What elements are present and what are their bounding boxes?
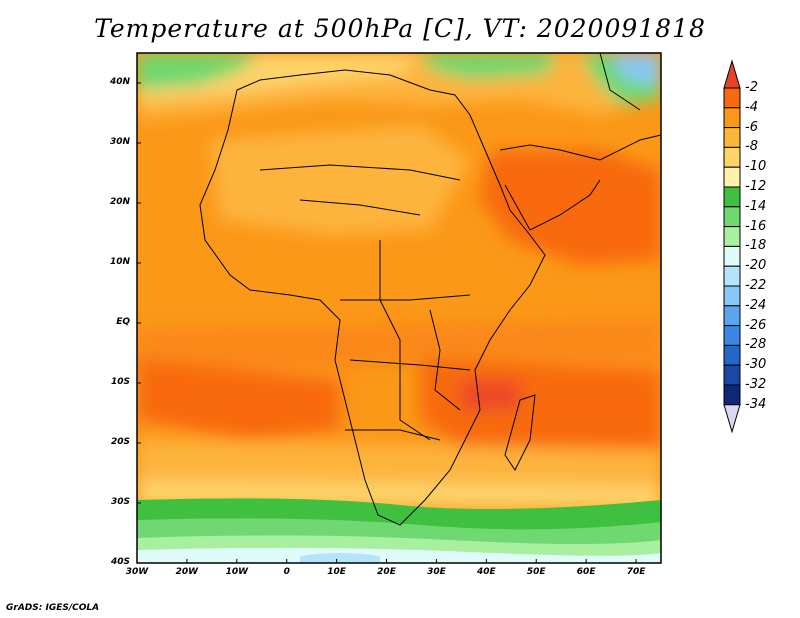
border-1 (259, 164, 461, 181)
arabia-north (499, 134, 661, 161)
lon-label: 60E (576, 567, 596, 577)
border-3 (379, 240, 431, 441)
map-title: Temperature at 500hPa [C], VT: 202009181… (94, 14, 706, 43)
colorbar-swatch (723, 107, 741, 129)
colorbar-bottom-arrow (723, 404, 741, 434)
colorbar-swatch (723, 87, 741, 109)
colorbar-level-label: -16 (745, 218, 767, 234)
colorbar-level-label: -6 (745, 119, 758, 135)
lat-label: 40N (109, 77, 130, 87)
colorbar-swatch (723, 127, 741, 148)
lon-label: 30E (427, 567, 446, 577)
temperature-field (137, 53, 661, 563)
border-7 (429, 309, 461, 411)
arabia-coast (504, 179, 601, 231)
field-satl-warm (137, 360, 340, 440)
africa-coast (199, 69, 546, 526)
colorbar-swatch (723, 265, 741, 287)
lon-label: 70E (626, 567, 646, 577)
colorbar-level-label: -22 (745, 278, 767, 293)
field-tropics (137, 320, 661, 370)
lat-label: 30N (109, 137, 130, 147)
colorbar-swatch (723, 285, 741, 307)
lon-label: 10E (327, 567, 346, 577)
field-nw-green (137, 53, 260, 90)
colorbar-level-label: -2 (745, 80, 758, 95)
lat-label: 10N (109, 257, 130, 267)
lon-label: 30W (125, 567, 149, 577)
lat-label: 20N (109, 197, 130, 207)
lon-label: 50E (526, 567, 546, 577)
colorbar-level-label: -4 (745, 99, 758, 115)
lat-label: EQ (116, 317, 130, 327)
border-5 (349, 359, 471, 371)
lat-label: 40S (110, 557, 130, 567)
colorbar-swatch (723, 226, 741, 247)
colorbar-level-label: -8 (745, 139, 758, 155)
coastlines (199, 53, 661, 526)
field-sahara (210, 125, 470, 235)
colorbar-swatch (723, 325, 741, 346)
colorbar (723, 59, 741, 434)
field-south-cyan (137, 547, 661, 563)
lat-label: 20S (110, 437, 130, 447)
lon-label: 0 (283, 567, 290, 577)
colorbar-level-label: -18 (745, 238, 767, 254)
field-ne-blue (610, 53, 660, 85)
border-2 (299, 199, 421, 216)
axis-ticks (136, 82, 637, 564)
colorbar-level-label: -32 (745, 377, 767, 392)
lon-label: 20E (377, 567, 396, 577)
lat-label: 30S (110, 497, 130, 507)
colorbar-level-label: -14 (745, 198, 767, 214)
lon-label: 10W (225, 567, 249, 577)
map-frame (136, 52, 662, 564)
colorbar-swatch (723, 384, 741, 406)
lon-label: 20W (175, 567, 199, 577)
colorbar-level-label: -10 (745, 159, 767, 175)
field-south-blue (300, 553, 380, 563)
madagascar (504, 394, 536, 471)
field-warm-core (460, 380, 520, 410)
lon-label: 40E (476, 567, 496, 577)
colorbar-top-arrow (723, 59, 741, 89)
colorbar-level-label: -26 (745, 317, 767, 333)
colorbar-swatch (723, 206, 741, 228)
colorbar-swatch (723, 186, 741, 208)
field-med-green (420, 53, 560, 80)
colorbar-level-label: -34 (745, 396, 767, 412)
colorbar-swatch (723, 305, 741, 327)
colorbar-level-label: -12 (745, 179, 767, 194)
colorbar-level-label: -30 (745, 357, 767, 373)
colorbar-level-label: -20 (745, 258, 767, 274)
colorbar-swatch (723, 146, 741, 168)
colorbar-swatch (723, 344, 741, 366)
border-4 (340, 294, 471, 301)
border-6 (345, 429, 441, 441)
colorbar-swatch (723, 245, 741, 267)
field-indian-warm (420, 360, 661, 460)
colorbar-swatch (723, 166, 741, 188)
credit-text: GrADS: IGES/COLA (6, 603, 100, 613)
border-8 (599, 53, 641, 111)
colorbar-level-label: -28 (745, 337, 767, 353)
colorbar-level-label: -24 (745, 297, 767, 313)
colorbar-swatch (723, 364, 741, 386)
lat-label: 10S (110, 377, 130, 387)
